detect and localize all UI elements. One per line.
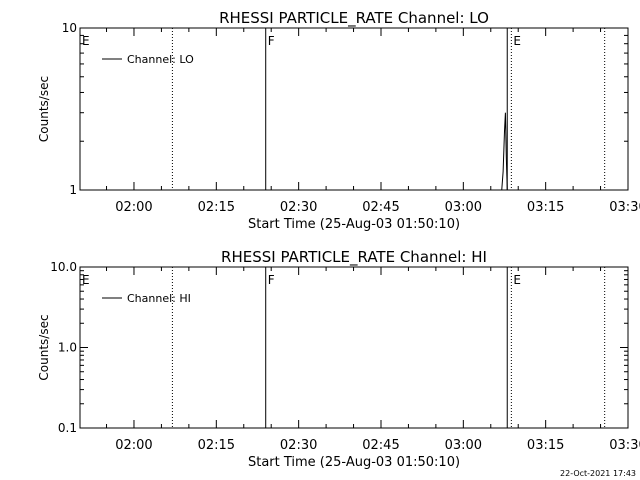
chart-title: RHESSI PARTICLE_RATE Channel: HI bbox=[221, 248, 487, 267]
y-tick-label: 0.1 bbox=[58, 421, 77, 435]
x-tick-label: 02:45 bbox=[362, 200, 399, 215]
event-marker-label: F bbox=[268, 273, 275, 287]
x-tick-label: 02:30 bbox=[280, 200, 317, 215]
legend-entry: Channel: HI bbox=[127, 292, 191, 305]
x-tick-label: 02:00 bbox=[115, 438, 152, 453]
x-tick-label: 02:30 bbox=[280, 438, 317, 453]
x-tick-label: 03:30 bbox=[609, 200, 640, 215]
event-marker-label: E bbox=[513, 34, 521, 48]
y-tick-label: 10.0 bbox=[50, 260, 77, 274]
x-tick-label: 02:00 bbox=[115, 200, 152, 215]
x-tick-label: 02:15 bbox=[198, 438, 235, 453]
event-marker-label: E bbox=[513, 273, 521, 287]
x-axis-label: Start Time (25-Aug-03 01:50:10) bbox=[248, 217, 460, 232]
event-marker-label: F bbox=[268, 34, 275, 48]
x-tick-label: 02:15 bbox=[198, 200, 235, 215]
x-tick-label: 02:45 bbox=[362, 438, 399, 453]
y-tick-label: 1 bbox=[69, 183, 77, 197]
event-marker-label: E bbox=[82, 273, 90, 287]
x-tick-label: 03:00 bbox=[445, 438, 482, 453]
chart-title: RHESSI PARTICLE_RATE Channel: LO bbox=[219, 9, 489, 28]
y-tick-label: 10 bbox=[62, 21, 77, 35]
x-axis-label: Start Time (25-Aug-03 01:50:10) bbox=[248, 455, 460, 470]
timestamp: 22-Oct-2021 17:43 bbox=[560, 469, 636, 478]
x-tick-label: 03:30 bbox=[609, 438, 640, 453]
y-axis-label: Counts/sec bbox=[37, 314, 51, 380]
x-tick-label: 03:00 bbox=[445, 200, 482, 215]
series-line bbox=[501, 112, 508, 191]
y-axis-label: Counts/sec bbox=[37, 76, 51, 142]
x-tick-label: 03:15 bbox=[527, 200, 564, 215]
y-tick-label: 1.0 bbox=[58, 341, 77, 355]
x-tick-label: 03:15 bbox=[527, 438, 564, 453]
legend-entry: Channel: LO bbox=[127, 53, 194, 66]
event-marker-label: E bbox=[82, 34, 90, 48]
